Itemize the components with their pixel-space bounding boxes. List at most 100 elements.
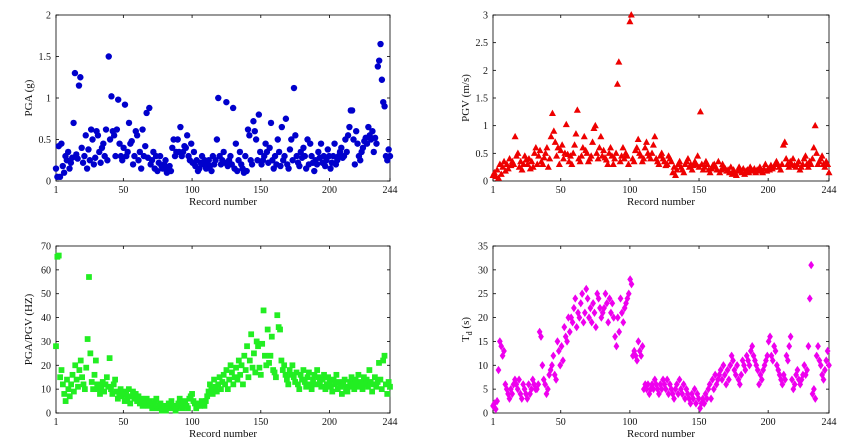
data-point xyxy=(492,405,499,414)
data-point xyxy=(86,157,94,164)
data-point xyxy=(536,146,544,154)
data-point xyxy=(154,167,161,175)
data-point xyxy=(603,299,610,308)
data-point xyxy=(497,170,505,177)
data-point xyxy=(526,164,534,172)
data-point xyxy=(612,332,618,341)
data-point xyxy=(240,381,246,388)
data-point xyxy=(709,375,716,384)
data-point xyxy=(314,367,321,373)
data-point xyxy=(279,367,286,373)
data-point xyxy=(310,376,316,383)
x-axis-label: Record number xyxy=(627,196,695,208)
data-point xyxy=(321,371,327,378)
data-point xyxy=(573,106,581,113)
data-point xyxy=(77,74,84,81)
data-point xyxy=(112,152,119,160)
data-point xyxy=(576,313,583,322)
data-point xyxy=(79,374,85,381)
data-point xyxy=(634,356,640,365)
data-point xyxy=(53,343,59,350)
data-point xyxy=(142,142,149,150)
data-point xyxy=(822,365,828,375)
data-point xyxy=(79,159,87,166)
data-point xyxy=(747,346,754,356)
data-point xyxy=(501,346,507,356)
data-point xyxy=(815,342,821,351)
data-point xyxy=(123,391,129,397)
x-tick-label: 150 xyxy=(253,417,268,428)
data-point xyxy=(544,163,552,170)
data-point xyxy=(604,160,612,167)
data-point xyxy=(595,294,602,303)
data-point xyxy=(106,136,114,143)
data-point xyxy=(321,162,329,170)
data-point xyxy=(125,386,132,393)
data-point xyxy=(286,367,293,373)
x-tick-label: 150 xyxy=(253,185,268,196)
data-point xyxy=(174,405,180,412)
data-point xyxy=(285,165,292,172)
data-point xyxy=(509,389,516,399)
data-point xyxy=(73,376,80,383)
data-point xyxy=(98,383,105,390)
data-point xyxy=(640,155,648,162)
data-point xyxy=(162,157,169,164)
data-point xyxy=(315,374,322,381)
data-point xyxy=(267,352,274,359)
data-point xyxy=(236,148,244,156)
data-point xyxy=(791,380,798,389)
data-point xyxy=(530,149,539,156)
data-point xyxy=(274,136,281,143)
data-point xyxy=(794,365,801,375)
data-point xyxy=(91,371,98,378)
data-point xyxy=(255,111,263,118)
data-point xyxy=(823,356,830,365)
data-point xyxy=(782,375,788,384)
data-point xyxy=(707,164,715,172)
data-point xyxy=(758,375,765,384)
data-point xyxy=(369,128,376,135)
data-point xyxy=(358,379,365,385)
data-point xyxy=(521,152,529,159)
data-point xyxy=(359,144,367,151)
data-point xyxy=(376,360,382,366)
y-tick-label: 0 xyxy=(483,177,488,188)
y-tick-label: 0.5 xyxy=(39,135,52,146)
data-point xyxy=(594,155,602,162)
data-point xyxy=(510,160,518,167)
y-tick-label: 3 xyxy=(483,11,488,22)
data-point xyxy=(573,322,580,332)
data-point xyxy=(325,374,332,381)
data-point xyxy=(224,386,231,393)
data-point xyxy=(754,365,761,375)
y-tick-label: 0 xyxy=(483,409,488,420)
data-point xyxy=(826,361,832,370)
data-point xyxy=(166,162,173,170)
data-point xyxy=(535,380,542,389)
data-point xyxy=(734,361,740,370)
data-point xyxy=(377,40,384,48)
data-point xyxy=(606,294,613,303)
data-point xyxy=(78,144,85,151)
data-point xyxy=(752,356,758,365)
data-point xyxy=(730,356,736,365)
data-point xyxy=(597,132,605,140)
data-point xyxy=(667,157,675,165)
x-tick-label: 50 xyxy=(556,417,566,428)
data-point xyxy=(807,160,815,167)
data-point xyxy=(177,123,184,131)
data-point xyxy=(223,367,230,373)
data-point xyxy=(222,381,228,388)
x-tick-label: 100 xyxy=(185,185,200,196)
y-tick-label: 60 xyxy=(41,265,51,276)
data-point xyxy=(805,342,812,351)
data-point xyxy=(514,384,521,394)
data-point xyxy=(374,63,382,70)
y-tick-label: 35 xyxy=(478,242,488,253)
data-point xyxy=(92,154,99,161)
data-point xyxy=(355,371,362,378)
data-point xyxy=(624,160,633,167)
data-point xyxy=(235,357,242,364)
